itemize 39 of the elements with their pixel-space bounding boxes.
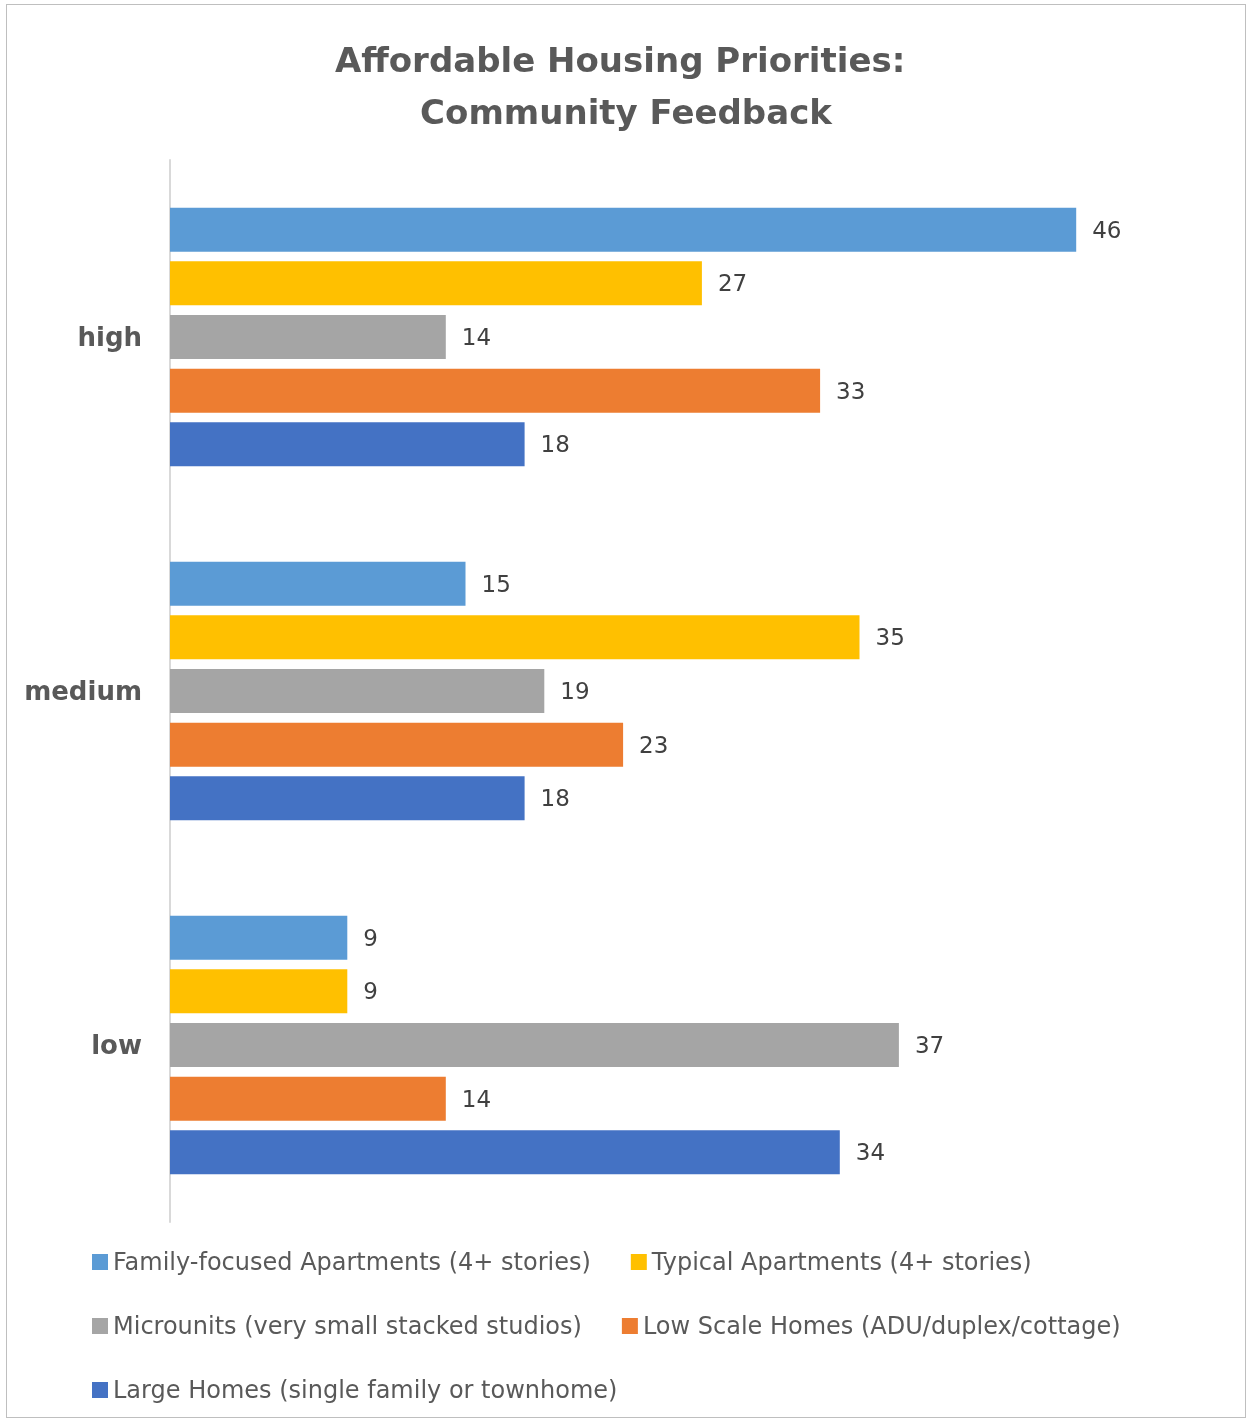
data-label: 46 bbox=[1092, 216, 1122, 243]
bar bbox=[170, 315, 446, 359]
legend-label: Large Homes (single family or townhome) bbox=[113, 1376, 618, 1404]
legend-label: Family-focused Apartments (4+ stories) bbox=[113, 1248, 591, 1276]
bar bbox=[170, 1076, 446, 1121]
data-label: 18 bbox=[540, 785, 570, 812]
y-tick-label: low bbox=[91, 1030, 142, 1060]
data-label: 34 bbox=[855, 1139, 886, 1166]
y-tick-label: high bbox=[77, 322, 142, 352]
data-label: 18 bbox=[540, 431, 570, 458]
bar bbox=[170, 1023, 899, 1067]
bar bbox=[170, 561, 466, 606]
data-label: 9 bbox=[363, 924, 378, 951]
data-label: 14 bbox=[461, 324, 492, 350]
data-label: 19 bbox=[560, 678, 590, 704]
bar bbox=[170, 915, 348, 960]
data-label: 33 bbox=[836, 377, 866, 404]
data-label: 27 bbox=[717, 270, 748, 297]
data-label: 23 bbox=[639, 731, 669, 758]
bar bbox=[170, 1130, 840, 1175]
legend-label: Low Scale Homes (ADU/duplex/cottage) bbox=[642, 1312, 1121, 1340]
y-tick-label: medium bbox=[24, 676, 142, 706]
bar bbox=[170, 261, 702, 306]
bar bbox=[170, 422, 525, 467]
legend-label: Typical Apartments (4+ stories) bbox=[650, 1248, 1032, 1276]
bar bbox=[170, 669, 545, 713]
data-label: 9 bbox=[363, 978, 378, 1005]
data-label: 35 bbox=[875, 624, 905, 651]
bar bbox=[170, 969, 348, 1014]
data-label: 14 bbox=[461, 1085, 492, 1112]
bar bbox=[170, 776, 525, 821]
bar bbox=[170, 207, 1077, 252]
bar bbox=[170, 722, 624, 767]
chart-title: Affordable Housing Priorities: Community Feedback bbox=[334, 40, 918, 132]
bar bbox=[170, 368, 821, 413]
data-label: 37 bbox=[914, 1032, 945, 1058]
legend-label: Microunits (very small stacked studios) bbox=[113, 1312, 582, 1340]
data-label: 15 bbox=[481, 570, 511, 597]
bar bbox=[170, 615, 860, 660]
